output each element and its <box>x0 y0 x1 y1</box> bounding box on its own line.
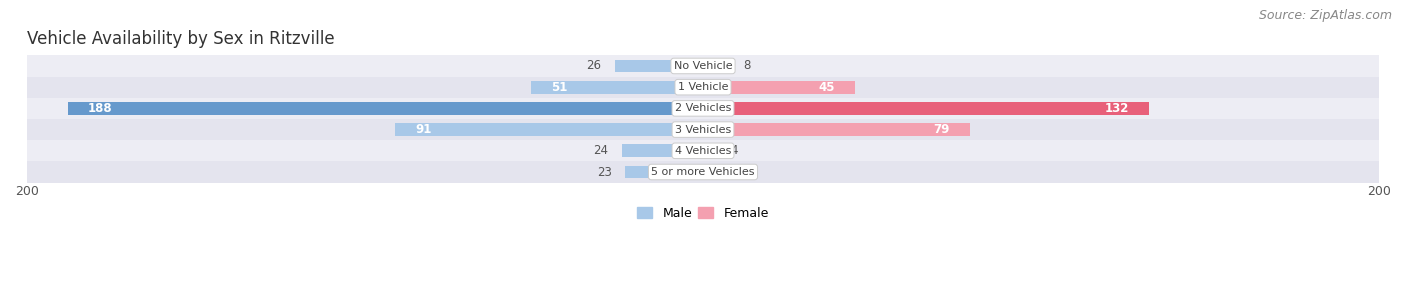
Text: 8: 8 <box>744 59 751 73</box>
Bar <box>621 145 703 157</box>
Text: 79: 79 <box>934 123 950 136</box>
Bar <box>703 145 717 157</box>
Text: 24: 24 <box>593 144 609 157</box>
Bar <box>27 161 1379 183</box>
Text: 51: 51 <box>551 81 567 94</box>
Text: 5 or more Vehicles: 5 or more Vehicles <box>651 167 755 177</box>
Text: 4: 4 <box>730 166 738 178</box>
Text: 26: 26 <box>586 59 602 73</box>
Text: Vehicle Availability by Sex in Ritzville: Vehicle Availability by Sex in Ritzville <box>27 30 335 48</box>
Bar <box>27 77 1379 98</box>
Bar <box>626 166 703 178</box>
Bar <box>530 81 703 94</box>
Text: 23: 23 <box>598 166 612 178</box>
Bar <box>703 123 970 136</box>
Bar <box>703 81 855 94</box>
Bar <box>27 119 1379 140</box>
Text: No Vehicle: No Vehicle <box>673 61 733 71</box>
Bar <box>703 166 717 178</box>
Text: 2 Vehicles: 2 Vehicles <box>675 103 731 113</box>
Bar <box>395 123 703 136</box>
Bar <box>703 59 730 72</box>
Text: 4 Vehicles: 4 Vehicles <box>675 146 731 156</box>
Bar <box>27 98 1379 119</box>
Text: 4: 4 <box>730 144 738 157</box>
Text: 91: 91 <box>416 123 432 136</box>
Text: Source: ZipAtlas.com: Source: ZipAtlas.com <box>1258 9 1392 22</box>
Text: 3 Vehicles: 3 Vehicles <box>675 124 731 135</box>
Text: 188: 188 <box>87 102 112 115</box>
Bar <box>27 56 1379 77</box>
Bar <box>27 140 1379 161</box>
Bar <box>703 102 1149 115</box>
Text: 45: 45 <box>818 81 835 94</box>
Bar <box>67 102 703 115</box>
Legend: Male, Female: Male, Female <box>633 202 773 225</box>
Bar <box>614 59 703 72</box>
Text: 1 Vehicle: 1 Vehicle <box>678 82 728 92</box>
Text: 132: 132 <box>1105 102 1129 115</box>
